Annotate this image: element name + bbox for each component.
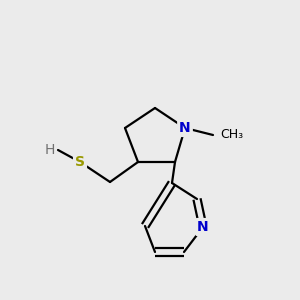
Text: H: H xyxy=(45,143,55,157)
Text: CH₃: CH₃ xyxy=(220,128,244,142)
Text: N: N xyxy=(179,121,191,135)
Text: N: N xyxy=(197,220,209,234)
Text: S: S xyxy=(75,155,85,169)
